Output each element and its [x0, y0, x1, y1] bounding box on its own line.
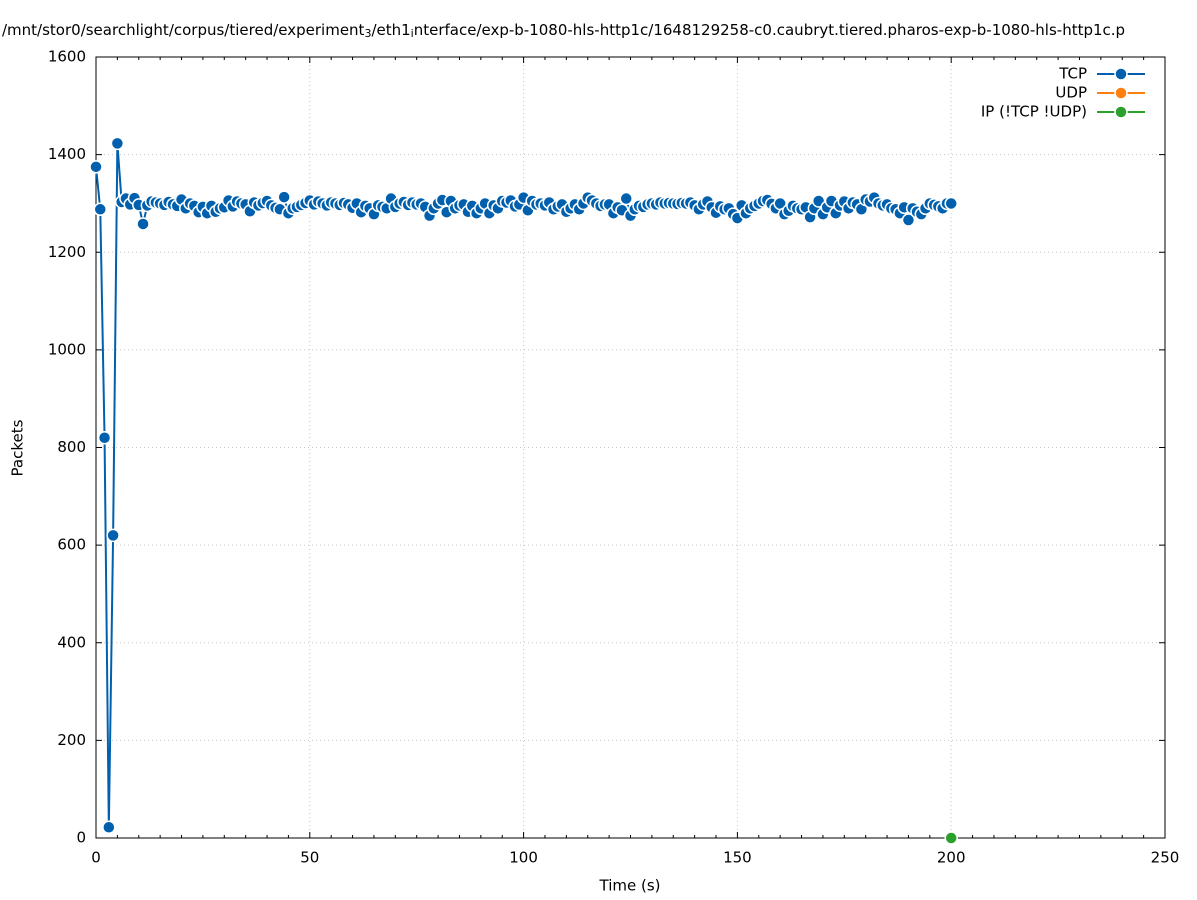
chart-title: /mnt/stor0/searchlight/corpus/tiered/exp…: [2, 21, 1125, 41]
data-point: [944, 196, 958, 211]
legend-marker: [1114, 105, 1128, 119]
data-point: [277, 190, 291, 204]
x-tick-label: 0: [91, 849, 101, 867]
data-point: [944, 831, 958, 845]
y-tick-label: 1400: [48, 145, 86, 163]
data-point: [136, 217, 150, 231]
x-tick-label: 150: [723, 849, 752, 867]
data-point: [619, 191, 633, 206]
legend-label: TCP: [1058, 65, 1087, 83]
data-point: [106, 528, 120, 543]
x-axis-label: Time (s): [599, 877, 661, 895]
x-tick-label: 200: [937, 849, 966, 867]
legend-label: IP (!TCP !UDP): [981, 103, 1087, 121]
data-point: [901, 213, 916, 227]
y-tick-label: 600: [57, 536, 86, 554]
legend-marker: [1114, 67, 1128, 81]
y-tick-label: 800: [57, 438, 86, 456]
y-tick-label: 0: [76, 829, 86, 847]
legend-label: UDP: [1055, 84, 1087, 102]
y-tick-label: 1000: [48, 340, 86, 358]
y-tick-label: 1200: [48, 243, 86, 261]
x-tick-label: 100: [509, 849, 538, 867]
data-point: [102, 820, 116, 835]
data-point: [93, 202, 108, 217]
title-segment: /mnt/stor0/searchlight/corpus/tiered/exp…: [2, 21, 365, 39]
title-segment: nterface/exp-b-1080-hls-http1c/164812925…: [414, 21, 1125, 39]
legend-marker: [1114, 86, 1128, 100]
title-segment: i: [411, 27, 414, 40]
y-tick-label: 400: [57, 633, 86, 651]
data-point: [110, 136, 125, 151]
title-segment: /eth1: [371, 21, 410, 39]
data-point: [89, 160, 103, 174]
y-tick-label: 200: [57, 731, 86, 749]
data-point: [97, 430, 112, 445]
y-axis-label: Packets: [9, 419, 27, 476]
x-tick-label: 50: [300, 849, 319, 867]
plot-frame: [95, 56, 1166, 839]
y-tick-label: 1600: [48, 48, 86, 66]
x-tick-label: 250: [1151, 849, 1180, 867]
title-segment: 3: [364, 27, 371, 40]
